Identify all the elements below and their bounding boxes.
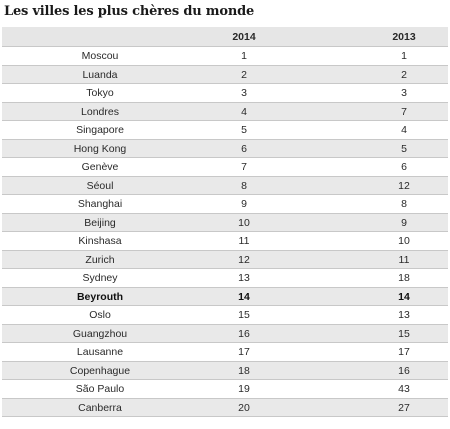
- table-row: Beijing 10 9: [2, 213, 448, 232]
- table-row: Hong Kong 6 5: [2, 139, 448, 158]
- city-cell: Guangzhou: [72, 327, 128, 340]
- rank-2014-cell: 8: [241, 179, 247, 192]
- rank-2014-cell: 13: [238, 272, 250, 284]
- rank-2013-cell: 27: [398, 401, 410, 414]
- table-row: Moscou 1 1: [2, 47, 448, 66]
- rank-2014-cell: 9: [241, 198, 247, 210]
- rank-2013-cell: 11: [398, 253, 410, 266]
- rank-2013-cell: 9: [401, 216, 407, 229]
- page-title: Les villes les plus chères du monde: [4, 4, 255, 19]
- city-cell: Tokyo: [86, 87, 114, 99]
- table-row: Canberra 20 27: [2, 398, 448, 417]
- city-cell: Copenhague: [69, 364, 131, 377]
- rank-2013-cell: 5: [401, 142, 407, 155]
- rank-2014-cell: 11: [238, 235, 250, 247]
- table-row: Beyrouth 14 14: [2, 287, 448, 306]
- ranking-table: 2014 2013 Moscou 1 1 Luanda 2 2 Tokyo 3 3 Londres…: [2, 27, 448, 417]
- rank-2014-cell: 16: [238, 327, 250, 340]
- table-row: Tokyo 3 3: [2, 84, 448, 103]
- rank-2013-cell: 10: [398, 235, 410, 247]
- city-cell: Londres: [81, 105, 119, 118]
- table-header-row: 2014 2013: [2, 27, 448, 47]
- rank-2013-cell: 13: [398, 309, 410, 321]
- city-cell: Kinshasa: [78, 235, 122, 247]
- city-cell: Beijing: [84, 216, 116, 229]
- rank-2013-cell: 7: [401, 105, 407, 118]
- rank-2014-cell: 14: [238, 290, 250, 303]
- rank-2014-cell: 12: [238, 253, 250, 266]
- table-row: Copenhague 18 16: [2, 361, 448, 380]
- rank-2014-cell: 17: [238, 346, 250, 358]
- city-cell: Hong Kong: [73, 142, 127, 155]
- table-row: Kinshasa 11 10: [2, 232, 448, 251]
- rank-2014-cell: 20: [238, 401, 250, 414]
- rank-2014-cell: 2: [241, 68, 247, 81]
- table-row: Luanda 2 2: [2, 65, 448, 84]
- city-cell: Canberra: [78, 401, 122, 414]
- table-row: Lausanne 17 17: [2, 343, 448, 362]
- table-row: Londres 4 7: [2, 102, 448, 121]
- city-cell: Séoul: [86, 179, 114, 192]
- table-row: Séoul 8 12: [2, 176, 448, 195]
- table-row: Oslo 15 13: [2, 306, 448, 325]
- rank-2013-cell: 43: [398, 383, 410, 395]
- table-row: Zurich 12 11: [2, 250, 448, 269]
- city-cell: Beyrouth: [76, 290, 124, 303]
- rank-2014-cell: 3: [241, 87, 247, 99]
- rank-2013-cell: 12: [398, 179, 410, 192]
- table-row: Guangzhou 16 15: [2, 324, 448, 343]
- rank-2013-cell: 4: [401, 124, 407, 136]
- rank-2013-cell: 17: [398, 346, 410, 358]
- rank-2013-cell: 14: [398, 290, 410, 303]
- rank-2014-cell: 15: [238, 309, 250, 321]
- column-header-2014: 2014: [232, 31, 256, 43]
- rank-2014-cell: 19: [238, 383, 250, 395]
- column-header-2013: 2013: [392, 31, 416, 43]
- table-row: Singapore 5 4: [2, 121, 448, 140]
- city-cell: Oslo: [89, 309, 111, 321]
- rank-2013-cell: 18: [398, 272, 410, 284]
- city-cell: Lausanne: [76, 346, 124, 358]
- rank-2014-cell: 6: [241, 142, 247, 155]
- rank-2014-cell: 1: [241, 50, 247, 62]
- city-cell: Genève: [81, 161, 119, 173]
- table-body: Moscou 1 1 Luanda 2 2 Tokyo 3 3 Londres 4 7 Singapor…: [2, 47, 448, 417]
- city-cell: Luanda: [82, 68, 118, 81]
- table-row: Shanghai 9 8: [2, 195, 448, 214]
- city-cell: Sydney: [82, 272, 118, 284]
- rank-2014-cell: 18: [238, 364, 250, 377]
- table-row: São Paulo 19 43: [2, 380, 448, 399]
- city-cell: São Paulo: [75, 383, 125, 395]
- rank-2014-cell: 4: [241, 105, 247, 118]
- rank-2013-cell: 3: [401, 87, 407, 99]
- rank-2013-cell: 15: [398, 327, 410, 340]
- rank-2014-cell: 5: [241, 124, 247, 136]
- rank-2014-cell: 7: [241, 161, 247, 173]
- city-cell: Moscou: [81, 50, 119, 62]
- city-cell: Zurich: [85, 253, 115, 266]
- rank-2013-cell: 8: [401, 198, 407, 210]
- rank-2013-cell: 6: [401, 161, 407, 173]
- city-cell: Singapore: [76, 124, 124, 136]
- rank-2013-cell: 1: [401, 50, 407, 62]
- table-row: Sydney 13 18: [2, 269, 448, 288]
- rank-2013-cell: 16: [398, 364, 410, 377]
- table-row: Genève 7 6: [2, 158, 448, 177]
- rank-2014-cell: 10: [238, 216, 250, 229]
- rank-2013-cell: 2: [401, 68, 407, 81]
- city-cell: Shanghai: [77, 198, 123, 210]
